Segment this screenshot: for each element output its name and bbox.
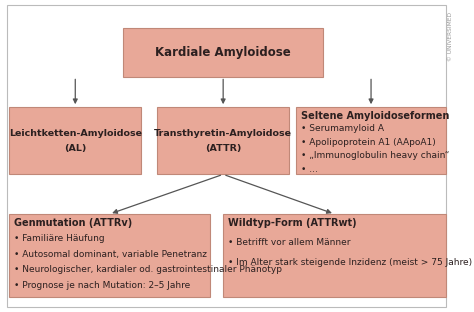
Text: • ...: • ...: [301, 164, 318, 173]
Text: Wildtyp-Form (ATTRwt): Wildtyp-Form (ATTRwt): [228, 218, 356, 228]
Text: • Serumamyloid A: • Serumamyloid A: [301, 124, 383, 133]
Text: Transthyretin-Amyloidose: Transthyretin-Amyloidose: [154, 129, 292, 138]
Text: • Familiäre Häufung: • Familiäre Häufung: [14, 234, 104, 243]
Text: (ATTR): (ATTR): [205, 144, 241, 153]
Text: © UNIVERSIMED: © UNIVERSIMED: [448, 12, 453, 61]
Text: Seltene Amyloidoseformen: Seltene Amyloidoseformen: [301, 111, 449, 121]
Text: • Prognose je nach Mutation: 2–5 Jahre: • Prognose je nach Mutation: 2–5 Jahre: [14, 281, 190, 290]
Text: • Im Alter stark steigende Inzidenz (meist > 75 Jahre): • Im Alter stark steigende Inzidenz (mei…: [228, 257, 472, 266]
FancyBboxPatch shape: [296, 107, 446, 174]
FancyBboxPatch shape: [9, 107, 141, 174]
Text: (AL): (AL): [64, 144, 86, 153]
FancyBboxPatch shape: [9, 214, 210, 297]
FancyBboxPatch shape: [157, 107, 289, 174]
Text: • Betrifft vor allem Männer: • Betrifft vor allem Männer: [228, 238, 350, 247]
Text: • Neurologischer, kardialer od. gastrointestinaler Phänotyp: • Neurologischer, kardialer od. gastroin…: [14, 266, 282, 275]
Text: • Apolipoprotein A1 (AApoA1): • Apolipoprotein A1 (AApoA1): [301, 138, 435, 147]
Text: Kardiale Amyloidose: Kardiale Amyloidose: [155, 46, 291, 59]
Text: • „Immunoglobulin heavy chain“: • „Immunoglobulin heavy chain“: [301, 151, 449, 160]
FancyBboxPatch shape: [123, 27, 323, 76]
Text: • Autosomal dominant, variable Penetranz: • Autosomal dominant, variable Penetranz: [14, 250, 207, 259]
FancyBboxPatch shape: [223, 214, 446, 297]
Text: Genmutation (ATTRv): Genmutation (ATTRv): [14, 218, 132, 228]
Text: Leichtketten-Amyloidose: Leichtketten-Amyloidose: [9, 129, 142, 138]
